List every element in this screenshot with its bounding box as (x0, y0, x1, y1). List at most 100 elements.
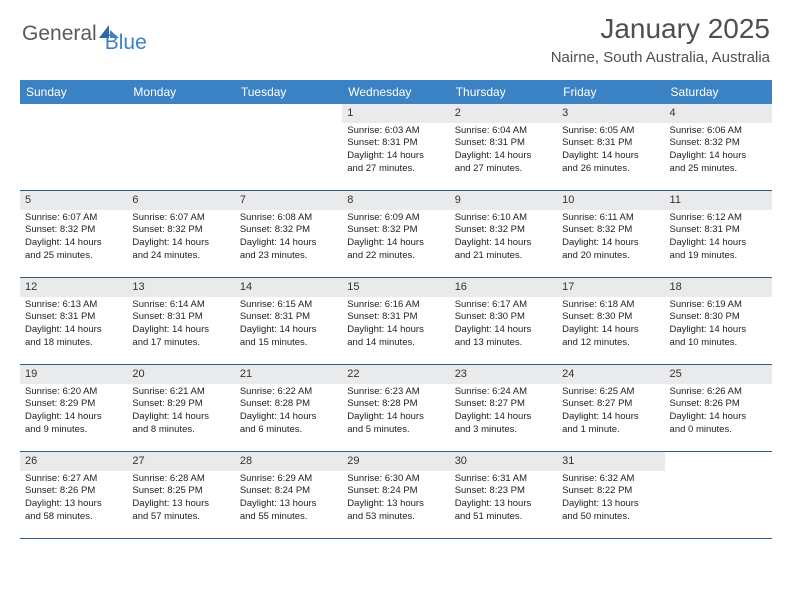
day-cell: 21Sunrise: 6:22 AMSunset: 8:28 PMDayligh… (235, 365, 342, 451)
detail-line: Sunset: 8:24 PM (347, 485, 444, 498)
detail-line: Sunrise: 6:07 AM (132, 212, 229, 225)
day-number: 20 (127, 365, 234, 384)
day-details: Sunrise: 6:12 AMSunset: 8:31 PMDaylight:… (665, 210, 772, 267)
day-number: 15 (342, 278, 449, 297)
day-cell: 3Sunrise: 6:05 AMSunset: 8:31 PMDaylight… (557, 104, 664, 190)
day-details: Sunrise: 6:11 AMSunset: 8:32 PMDaylight:… (557, 210, 664, 267)
day-number: 6 (127, 191, 234, 210)
detail-line: Sunrise: 6:30 AM (347, 473, 444, 486)
day-number: 29 (342, 452, 449, 471)
day-cell: 14Sunrise: 6:15 AMSunset: 8:31 PMDayligh… (235, 278, 342, 364)
day-header: Monday (127, 80, 234, 104)
detail-line: Sunrise: 6:11 AM (562, 212, 659, 225)
day-cell: 6Sunrise: 6:07 AMSunset: 8:32 PMDaylight… (127, 191, 234, 277)
week-row: 1Sunrise: 6:03 AMSunset: 8:31 PMDaylight… (20, 104, 772, 191)
detail-line: Sunrise: 6:18 AM (562, 299, 659, 312)
day-cell: 27Sunrise: 6:28 AMSunset: 8:25 PMDayligh… (127, 452, 234, 538)
detail-line: Sunrise: 6:21 AM (132, 386, 229, 399)
detail-line: Daylight: 14 hours (562, 411, 659, 424)
day-number: 1 (342, 104, 449, 123)
day-cell: 11Sunrise: 6:12 AMSunset: 8:31 PMDayligh… (665, 191, 772, 277)
logo-text-general: General (22, 23, 97, 44)
day-cell: 12Sunrise: 6:13 AMSunset: 8:31 PMDayligh… (20, 278, 127, 364)
detail-line: Sunrise: 6:20 AM (25, 386, 122, 399)
day-cell: 19Sunrise: 6:20 AMSunset: 8:29 PMDayligh… (20, 365, 127, 451)
page-title: January 2025 (551, 14, 770, 45)
day-cell: 2Sunrise: 6:04 AMSunset: 8:31 PMDaylight… (450, 104, 557, 190)
detail-line: and 8 minutes. (132, 424, 229, 437)
day-cell: 28Sunrise: 6:29 AMSunset: 8:24 PMDayligh… (235, 452, 342, 538)
day-cell: 13Sunrise: 6:14 AMSunset: 8:31 PMDayligh… (127, 278, 234, 364)
detail-line: Daylight: 14 hours (455, 150, 552, 163)
day-cell: 4Sunrise: 6:06 AMSunset: 8:32 PMDaylight… (665, 104, 772, 190)
detail-line: and 19 minutes. (670, 250, 767, 263)
day-number: 4 (665, 104, 772, 123)
day-cell: 20Sunrise: 6:21 AMSunset: 8:29 PMDayligh… (127, 365, 234, 451)
day-cell: 18Sunrise: 6:19 AMSunset: 8:30 PMDayligh… (665, 278, 772, 364)
detail-line: Sunset: 8:31 PM (132, 311, 229, 324)
day-number: 11 (665, 191, 772, 210)
detail-line: Sunrise: 6:23 AM (347, 386, 444, 399)
day-number: 12 (20, 278, 127, 297)
day-cell: 31Sunrise: 6:32 AMSunset: 8:22 PMDayligh… (557, 452, 664, 538)
detail-line: and 55 minutes. (240, 511, 337, 524)
detail-line: Sunset: 8:25 PM (132, 485, 229, 498)
detail-line: Sunset: 8:28 PM (240, 398, 337, 411)
detail-line: Sunrise: 6:16 AM (347, 299, 444, 312)
detail-line: Sunset: 8:30 PM (670, 311, 767, 324)
detail-line: and 57 minutes. (132, 511, 229, 524)
detail-line: Daylight: 14 hours (132, 324, 229, 337)
day-number: 24 (557, 365, 664, 384)
detail-line: and 18 minutes. (25, 337, 122, 350)
detail-line: Sunrise: 6:19 AM (670, 299, 767, 312)
detail-line: and 5 minutes. (347, 424, 444, 437)
logo: General Blue (22, 14, 147, 53)
detail-line: Daylight: 14 hours (455, 324, 552, 337)
title-block: January 2025 Nairne, South Australia, Au… (551, 14, 770, 66)
day-details: Sunrise: 6:05 AMSunset: 8:31 PMDaylight:… (557, 123, 664, 180)
day-details: Sunrise: 6:15 AMSunset: 8:31 PMDaylight:… (235, 297, 342, 354)
detail-line: and 15 minutes. (240, 337, 337, 350)
detail-line: Sunset: 8:30 PM (562, 311, 659, 324)
day-number: 3 (557, 104, 664, 123)
day-cell: 1Sunrise: 6:03 AMSunset: 8:31 PMDaylight… (342, 104, 449, 190)
detail-line: Daylight: 13 hours (25, 498, 122, 511)
detail-line: Daylight: 14 hours (347, 324, 444, 337)
day-details: Sunrise: 6:04 AMSunset: 8:31 PMDaylight:… (450, 123, 557, 180)
detail-line: Sunrise: 6:15 AM (240, 299, 337, 312)
detail-line: and 50 minutes. (562, 511, 659, 524)
detail-line: Sunrise: 6:10 AM (455, 212, 552, 225)
calendar-grid: SundayMondayTuesdayWednesdayThursdayFrid… (20, 80, 772, 539)
detail-line: Daylight: 14 hours (562, 237, 659, 250)
detail-line: Sunset: 8:29 PM (132, 398, 229, 411)
detail-line: and 22 minutes. (347, 250, 444, 263)
day-details: Sunrise: 6:28 AMSunset: 8:25 PMDaylight:… (127, 471, 234, 528)
empty-day-cell (665, 452, 772, 538)
detail-line: Sunset: 8:22 PM (562, 485, 659, 498)
detail-line: Sunset: 8:32 PM (562, 224, 659, 237)
detail-line: Sunrise: 6:28 AM (132, 473, 229, 486)
day-cell: 16Sunrise: 6:17 AMSunset: 8:30 PMDayligh… (450, 278, 557, 364)
detail-line: Sunset: 8:32 PM (670, 137, 767, 150)
day-details: Sunrise: 6:19 AMSunset: 8:30 PMDaylight:… (665, 297, 772, 354)
day-header: Thursday (450, 80, 557, 104)
detail-line: Sunset: 8:26 PM (25, 485, 122, 498)
day-details: Sunrise: 6:32 AMSunset: 8:22 PMDaylight:… (557, 471, 664, 528)
day-details: Sunrise: 6:10 AMSunset: 8:32 PMDaylight:… (450, 210, 557, 267)
detail-line: Daylight: 14 hours (240, 237, 337, 250)
day-header: Saturday (665, 80, 772, 104)
detail-line: Daylight: 14 hours (25, 237, 122, 250)
detail-line: Sunset: 8:32 PM (25, 224, 122, 237)
week-row: 26Sunrise: 6:27 AMSunset: 8:26 PMDayligh… (20, 452, 772, 539)
day-details: Sunrise: 6:20 AMSunset: 8:29 PMDaylight:… (20, 384, 127, 441)
detail-line: Daylight: 14 hours (347, 237, 444, 250)
day-header: Tuesday (235, 80, 342, 104)
detail-line: and 6 minutes. (240, 424, 337, 437)
detail-line: and 25 minutes. (670, 163, 767, 176)
day-number: 7 (235, 191, 342, 210)
detail-line: Daylight: 14 hours (670, 150, 767, 163)
detail-line: Sunrise: 6:31 AM (455, 473, 552, 486)
detail-line: Daylight: 13 hours (132, 498, 229, 511)
detail-line: Sunset: 8:31 PM (455, 137, 552, 150)
day-details: Sunrise: 6:27 AMSunset: 8:26 PMDaylight:… (20, 471, 127, 528)
